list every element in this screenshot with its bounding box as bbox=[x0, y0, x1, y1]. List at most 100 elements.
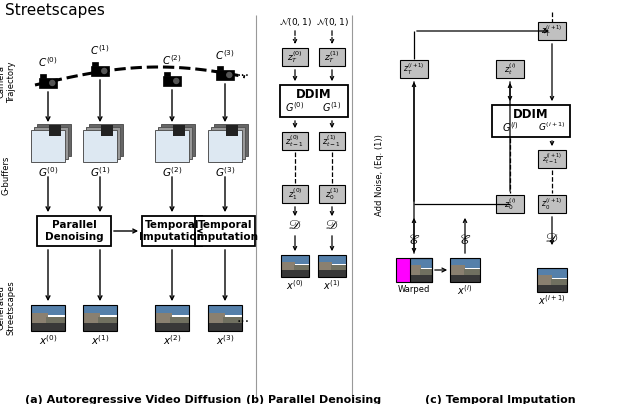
FancyBboxPatch shape bbox=[83, 305, 117, 316]
Text: $\mathscr{D}$: $\mathscr{D}$ bbox=[545, 231, 559, 245]
Text: $z_T^{(i+1)}$: $z_T^{(i+1)}$ bbox=[541, 23, 563, 39]
FancyBboxPatch shape bbox=[89, 124, 123, 156]
Text: $G^{(i+1)}$: $G^{(i+1)}$ bbox=[538, 121, 566, 133]
FancyBboxPatch shape bbox=[92, 66, 109, 76]
Text: $z_T^{(i+1)}$: $z_T^{(i+1)}$ bbox=[403, 61, 425, 77]
Text: $G^{(1)}$: $G^{(1)}$ bbox=[323, 100, 342, 114]
FancyBboxPatch shape bbox=[31, 313, 48, 331]
FancyBboxPatch shape bbox=[496, 60, 524, 78]
Text: $x^{(1)}$: $x^{(1)}$ bbox=[323, 278, 340, 292]
Text: $\mathscr{D}$: $\mathscr{D}$ bbox=[289, 218, 301, 232]
Text: $\mathcal{N}(0,1)$: $\mathcal{N}(0,1)$ bbox=[278, 16, 312, 28]
FancyBboxPatch shape bbox=[282, 48, 308, 66]
Text: $z_{t-1}^{(0)}$: $z_{t-1}^{(0)}$ bbox=[285, 133, 305, 149]
FancyBboxPatch shape bbox=[40, 78, 56, 88]
FancyBboxPatch shape bbox=[319, 132, 345, 150]
Text: ...: ... bbox=[236, 311, 250, 325]
Text: $z_{t-1}^{(i+1)}$: $z_{t-1}^{(i+1)}$ bbox=[542, 152, 562, 166]
FancyBboxPatch shape bbox=[538, 150, 566, 168]
FancyBboxPatch shape bbox=[463, 269, 480, 282]
FancyBboxPatch shape bbox=[396, 258, 414, 282]
FancyBboxPatch shape bbox=[99, 317, 117, 331]
FancyBboxPatch shape bbox=[158, 127, 192, 159]
FancyBboxPatch shape bbox=[155, 305, 189, 316]
FancyBboxPatch shape bbox=[170, 317, 189, 331]
FancyBboxPatch shape bbox=[83, 130, 117, 162]
FancyBboxPatch shape bbox=[155, 323, 189, 331]
Text: $G^{(1)}$: $G^{(1)}$ bbox=[90, 165, 110, 179]
FancyBboxPatch shape bbox=[214, 124, 248, 156]
FancyBboxPatch shape bbox=[37, 124, 71, 156]
Text: Parallel
Denoising: Parallel Denoising bbox=[45, 220, 103, 242]
FancyBboxPatch shape bbox=[142, 216, 202, 246]
FancyBboxPatch shape bbox=[216, 70, 234, 80]
Text: $z_T^{(1)}$: $z_T^{(1)}$ bbox=[324, 49, 340, 65]
Text: $x^{(i)}$: $x^{(i)}$ bbox=[458, 283, 472, 297]
Text: $G^{(i)}$: $G^{(i)}$ bbox=[502, 120, 518, 134]
FancyBboxPatch shape bbox=[318, 262, 332, 277]
FancyBboxPatch shape bbox=[218, 66, 223, 70]
Text: $C^{(0)}$: $C^{(0)}$ bbox=[38, 55, 58, 69]
FancyBboxPatch shape bbox=[31, 305, 65, 316]
FancyBboxPatch shape bbox=[208, 305, 242, 316]
FancyBboxPatch shape bbox=[31, 130, 65, 162]
Text: $x^{(i+1)}$: $x^{(i+1)}$ bbox=[538, 293, 566, 307]
Text: $G^{(0)}$: $G^{(0)}$ bbox=[38, 165, 58, 179]
FancyBboxPatch shape bbox=[318, 270, 346, 277]
FancyBboxPatch shape bbox=[410, 258, 432, 267]
FancyBboxPatch shape bbox=[538, 22, 566, 40]
FancyBboxPatch shape bbox=[34, 127, 68, 159]
FancyBboxPatch shape bbox=[282, 185, 308, 203]
Circle shape bbox=[102, 68, 107, 74]
FancyBboxPatch shape bbox=[319, 48, 345, 66]
FancyBboxPatch shape bbox=[492, 105, 570, 137]
Text: $x^{(0)}$: $x^{(0)}$ bbox=[286, 278, 304, 292]
FancyBboxPatch shape bbox=[226, 125, 237, 136]
FancyBboxPatch shape bbox=[318, 255, 346, 264]
Circle shape bbox=[173, 78, 179, 84]
FancyBboxPatch shape bbox=[450, 258, 480, 267]
FancyBboxPatch shape bbox=[550, 279, 567, 292]
FancyBboxPatch shape bbox=[208, 313, 225, 331]
Text: $C^{(1)}$: $C^{(1)}$ bbox=[90, 43, 110, 57]
Text: (c) Temporal Imputation: (c) Temporal Imputation bbox=[425, 395, 575, 404]
Text: (a) Autoregressive Video Diffusion: (a) Autoregressive Video Diffusion bbox=[25, 395, 241, 404]
Text: $z_t^{(i)}$: $z_t^{(i)}$ bbox=[504, 61, 516, 77]
Text: $x^{(1)}$: $x^{(1)}$ bbox=[91, 333, 109, 347]
FancyBboxPatch shape bbox=[211, 127, 245, 159]
FancyBboxPatch shape bbox=[400, 60, 428, 78]
FancyBboxPatch shape bbox=[496, 195, 524, 213]
FancyBboxPatch shape bbox=[195, 216, 255, 246]
Text: $z_1^{(0)}$: $z_1^{(0)}$ bbox=[287, 186, 302, 202]
FancyBboxPatch shape bbox=[49, 125, 61, 136]
Text: $\mathscr{E}$: $\mathscr{E}$ bbox=[408, 233, 420, 247]
Text: $x^{(2)}$: $x^{(2)}$ bbox=[163, 333, 181, 347]
FancyBboxPatch shape bbox=[173, 125, 184, 136]
Text: Streetscapes: Streetscapes bbox=[5, 3, 105, 18]
FancyBboxPatch shape bbox=[163, 76, 180, 86]
Circle shape bbox=[227, 72, 232, 78]
Text: $x^{(0)}$: $x^{(0)}$ bbox=[39, 333, 57, 347]
FancyBboxPatch shape bbox=[208, 323, 242, 331]
Text: $\mathcal{N}(0,1)$: $\mathcal{N}(0,1)$ bbox=[316, 16, 348, 28]
Text: $G^{(3)}$: $G^{(3)}$ bbox=[215, 165, 236, 179]
Text: (b) Parallel Denoising: (b) Parallel Denoising bbox=[246, 395, 381, 404]
FancyBboxPatch shape bbox=[92, 62, 98, 66]
FancyBboxPatch shape bbox=[281, 270, 309, 277]
Text: $G^{(2)}$: $G^{(2)}$ bbox=[162, 165, 182, 179]
FancyBboxPatch shape bbox=[450, 265, 465, 282]
FancyBboxPatch shape bbox=[208, 130, 242, 162]
Text: $\mathscr{E}$: $\mathscr{E}$ bbox=[459, 233, 471, 247]
FancyBboxPatch shape bbox=[281, 255, 309, 264]
FancyBboxPatch shape bbox=[31, 323, 65, 331]
FancyBboxPatch shape bbox=[223, 317, 242, 331]
Text: $z_T^{(0)}$: $z_T^{(0)}$ bbox=[287, 49, 303, 65]
Text: $\mathscr{D}$: $\mathscr{D}$ bbox=[325, 218, 339, 232]
Text: Generated
Streetscapes: Generated Streetscapes bbox=[0, 281, 16, 335]
FancyBboxPatch shape bbox=[83, 323, 117, 331]
FancyBboxPatch shape bbox=[410, 275, 432, 282]
Text: $x^{(3)}$: $x^{(3)}$ bbox=[216, 333, 234, 347]
FancyBboxPatch shape bbox=[319, 185, 345, 203]
FancyBboxPatch shape bbox=[86, 127, 120, 159]
FancyBboxPatch shape bbox=[155, 313, 172, 331]
